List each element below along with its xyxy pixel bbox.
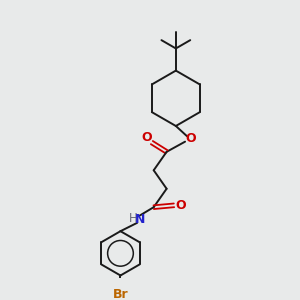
Text: O: O — [141, 131, 152, 145]
Text: H: H — [129, 212, 138, 225]
Text: Br: Br — [113, 288, 128, 300]
Text: N: N — [135, 213, 145, 226]
Text: O: O — [175, 199, 186, 212]
Text: O: O — [185, 132, 196, 146]
